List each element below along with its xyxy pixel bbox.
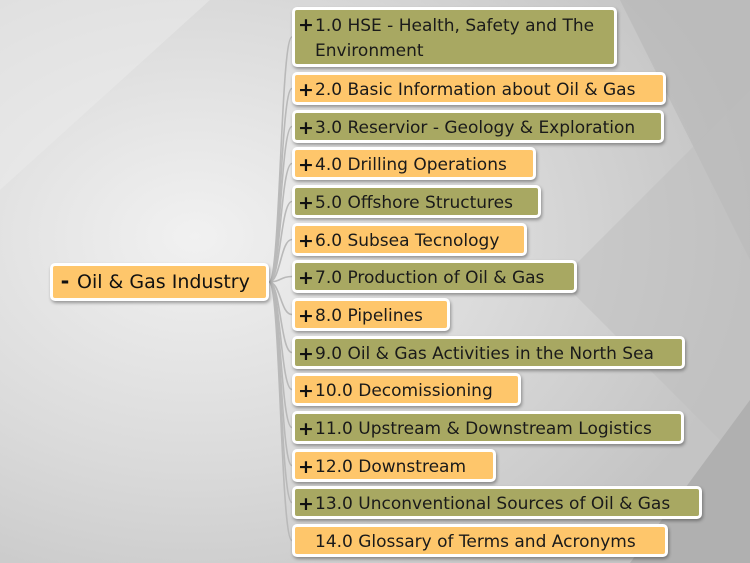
central-topic-label: Oil & Gas Industry [77, 271, 250, 293]
topic-label: 12.0 Downstream [315, 457, 466, 477]
topic-label: 1.0 HSE - Health, Safety and The Environ… [315, 16, 595, 61]
topic-subsea-technology[interactable]: + 6.0 Subsea Tecnology [292, 223, 527, 256]
topic-hse[interactable]: + 1.0 HSE - Health, Safety and The Envir… [292, 7, 617, 67]
expand-toggle[interactable]: + [298, 456, 314, 478]
topic-north-sea[interactable]: + 9.0 Oil & Gas Activities in the North … [292, 336, 685, 369]
topic-label: 7.0 Production of Oil & Gas [315, 268, 545, 288]
topic-downstream[interactable]: + 12.0 Downstream [292, 449, 496, 482]
expand-toggle[interactable]: + [298, 493, 314, 515]
topic-production[interactable]: + 7.0 Production of Oil & Gas [292, 260, 577, 293]
topic-reservoir-geology[interactable]: + 3.0 Reservior - Geology & Exploration [292, 110, 664, 143]
expand-toggle[interactable]: + [298, 192, 314, 214]
topic-label: 5.0 Offshore Structures [315, 193, 513, 213]
topic-label: 6.0 Subsea Tecnology [315, 231, 500, 251]
expand-toggle[interactable]: + [298, 14, 314, 36]
topic-label: 3.0 Reservior - Geology & Exploration [315, 118, 636, 138]
topic-label: 8.0 Pipelines [315, 306, 423, 326]
collapse-toggle[interactable]: - [60, 269, 70, 293]
topic-label: 2.0 Basic Information about Oil & Gas [315, 80, 636, 100]
topic-decommissioning[interactable]: + 10.0 Decomissioning [292, 373, 521, 406]
topic-label: 4.0 Drilling Operations [315, 155, 507, 175]
topic-basic-information[interactable]: + 2.0 Basic Information about Oil & Gas [292, 72, 666, 105]
topic-drilling-operations[interactable]: + 4.0 Drilling Operations [292, 147, 536, 180]
topic-logistics[interactable]: + 11.0 Upstream & Downstream Logistics [292, 411, 684, 444]
topic-unconventional-sources[interactable]: + 13.0 Unconventional Sources of Oil & G… [292, 486, 702, 519]
expand-toggle[interactable]: + [298, 305, 314, 327]
expand-toggle[interactable]: + [298, 343, 314, 365]
central-topic-oil-gas-industry[interactable]: - Oil & Gas Industry [50, 263, 269, 301]
expand-toggle[interactable]: + [298, 380, 314, 402]
expand-toggle[interactable]: + [298, 418, 314, 440]
topic-label: 10.0 Decomissioning [315, 381, 493, 401]
topic-label: 9.0 Oil & Gas Activities in the North Se… [315, 344, 654, 364]
expand-toggle[interactable]: + [298, 154, 314, 176]
expand-toggle[interactable]: + [298, 117, 314, 139]
topic-label: 14.0 Glossary of Terms and Acronyms [315, 532, 636, 552]
topic-label: 11.0 Upstream & Downstream Logistics [315, 419, 652, 439]
topic-offshore-structures[interactable]: + 5.0 Offshore Structures [292, 185, 541, 218]
topic-glossary[interactable]: 14.0 Glossary of Terms and Acronyms [292, 524, 668, 557]
topic-label: 13.0 Unconventional Sources of Oil & Gas [315, 494, 671, 514]
expand-toggle[interactable]: + [298, 230, 314, 252]
topic-pipelines[interactable]: + 8.0 Pipelines [292, 298, 450, 331]
expand-toggle[interactable]: + [298, 79, 314, 101]
expand-toggle[interactable]: + [298, 267, 314, 289]
